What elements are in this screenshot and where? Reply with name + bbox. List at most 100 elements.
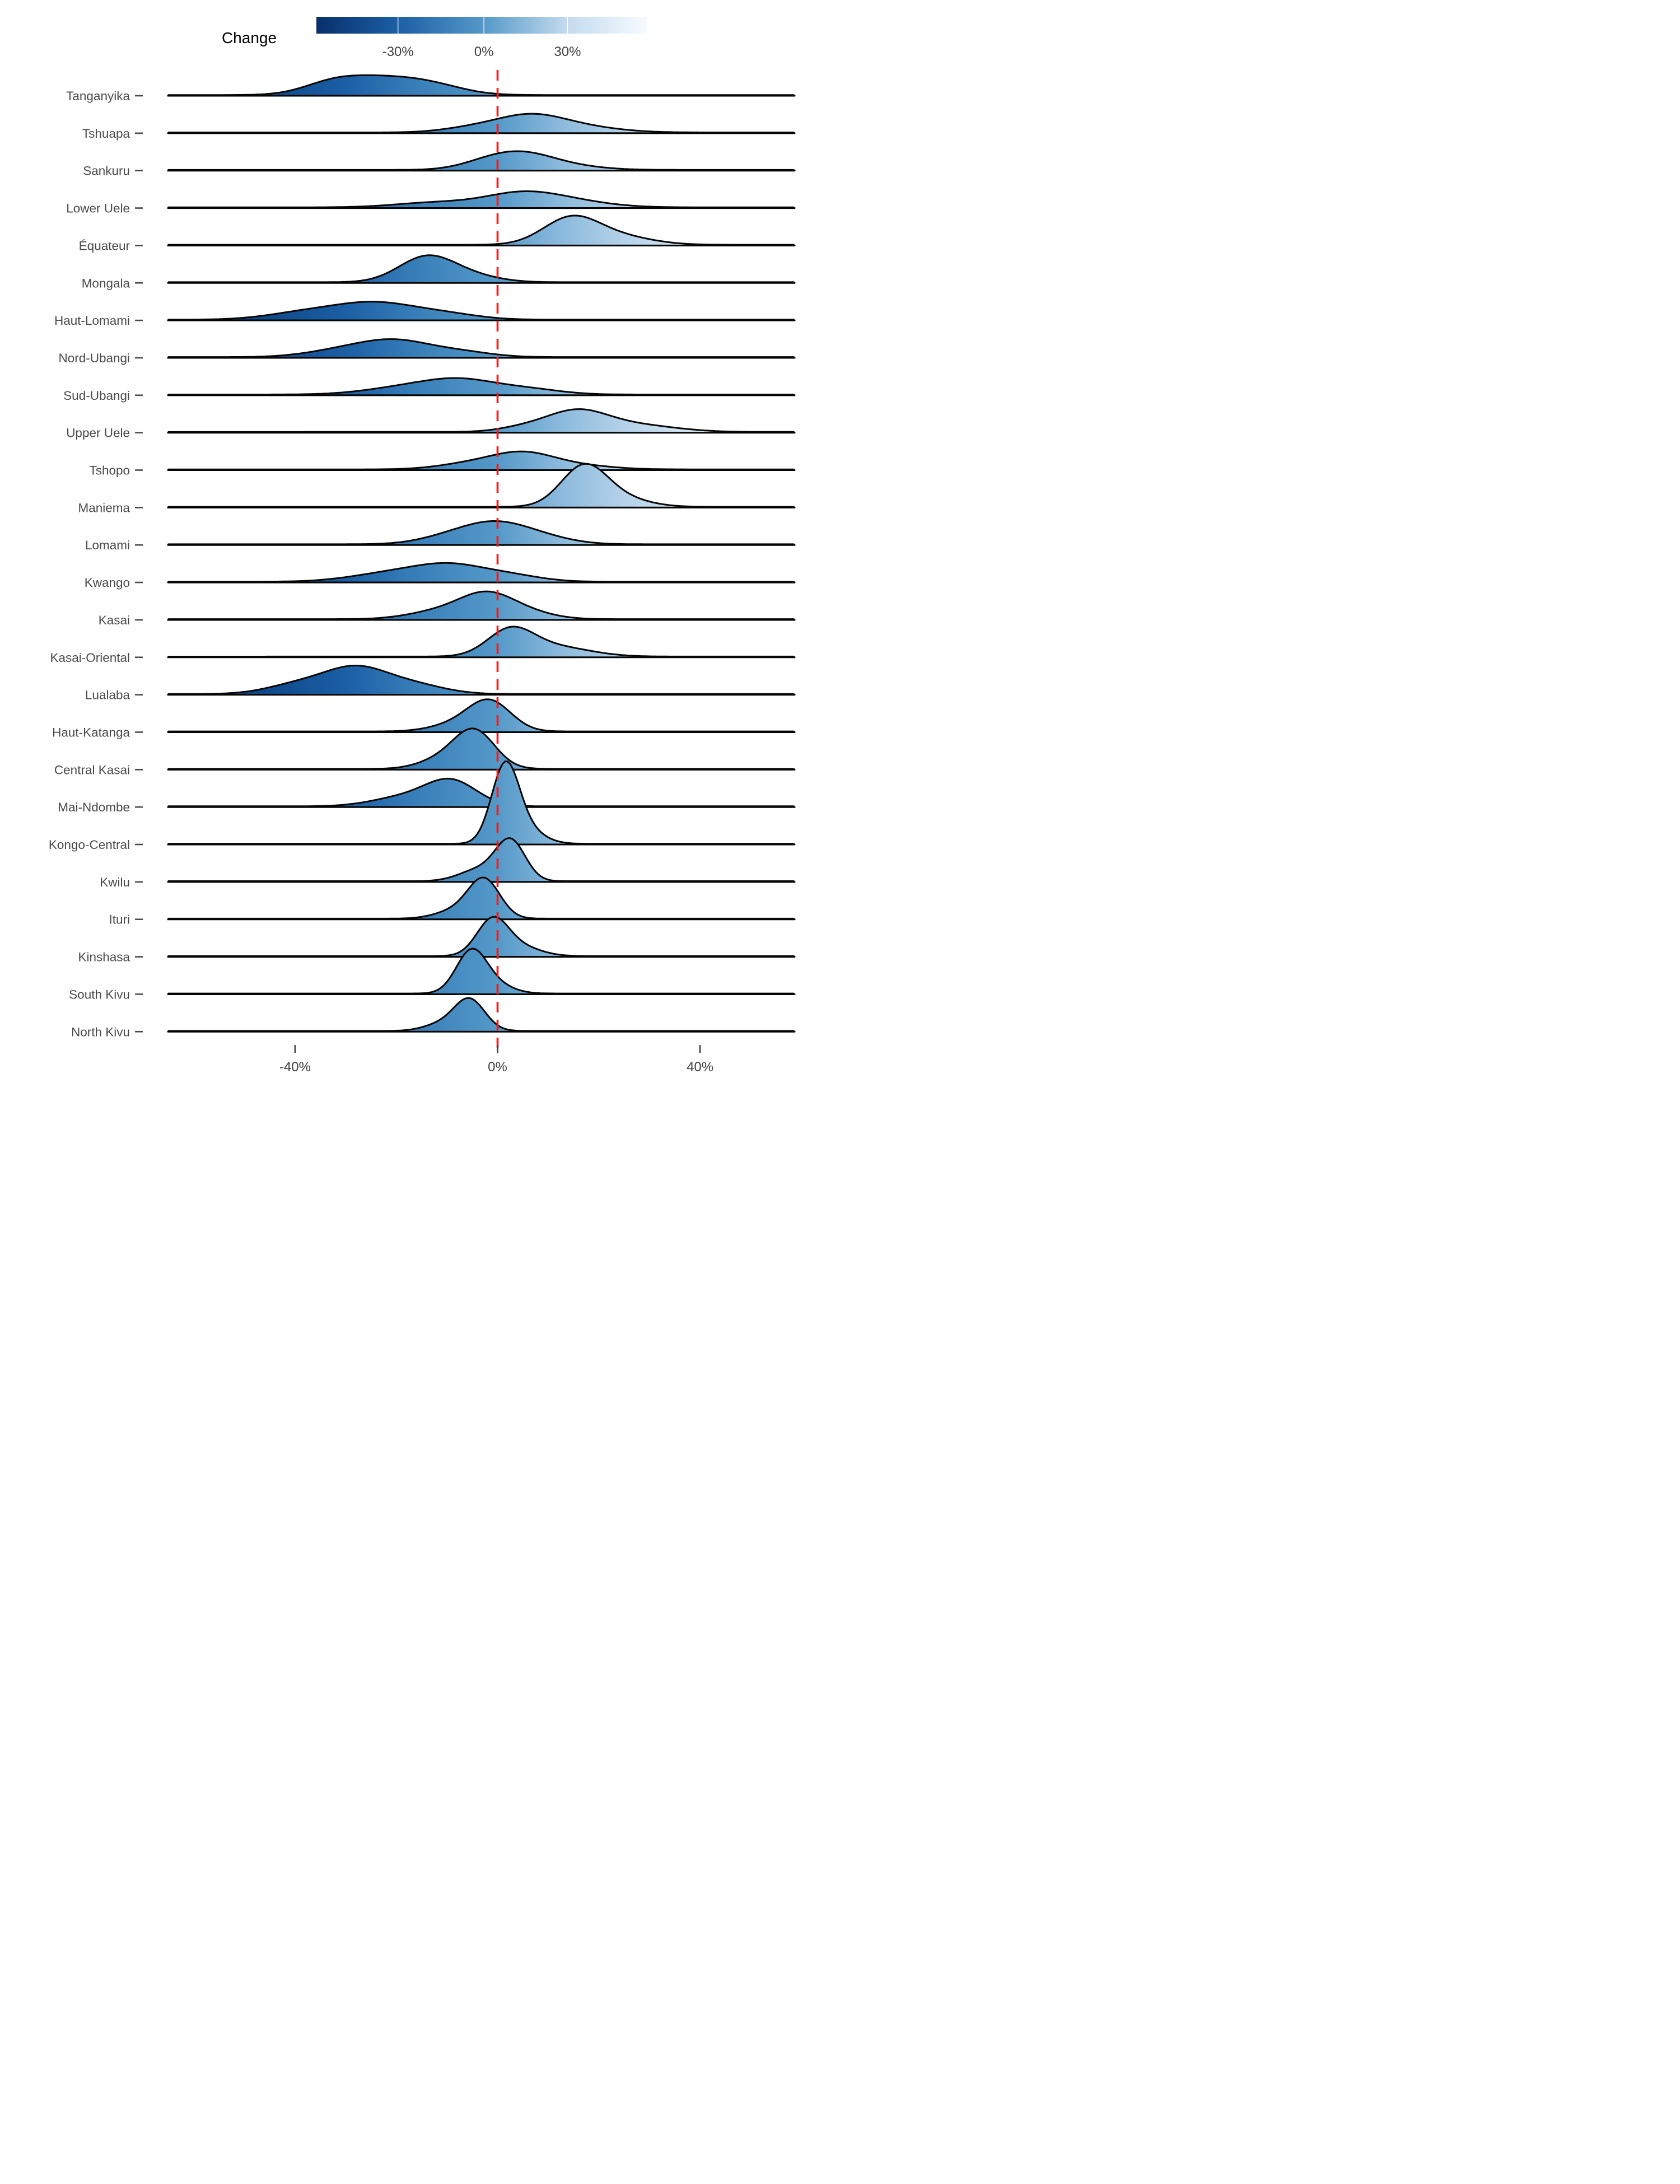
ridge-outline (167, 408, 795, 433)
ridge-row-ituri: Ituri (109, 876, 796, 927)
ridge-row-tshopo: Tshopo (89, 450, 796, 478)
ridge-row-tshuapa: Tshuapa (82, 113, 796, 141)
ridge-row-lower-uele: Lower Uele (66, 190, 796, 216)
legend-gradient-bar (316, 17, 647, 34)
legend-tick-label: 0% (474, 44, 494, 59)
row-label: Kasai-Oriental (50, 651, 130, 665)
ridge-area (168, 591, 794, 620)
row-label: Lower Uele (66, 202, 130, 216)
ridge-row-kasai-oriental: Kasai-Oriental (50, 626, 796, 665)
ridge-row-nord-ubangi: Nord-Ubangi (58, 338, 796, 365)
ridge-row-maniema: Maniema (78, 463, 796, 515)
ridge-area (168, 778, 794, 808)
ridge-row-haut-lomami: Haut-Lomami (54, 301, 796, 328)
row-label: Sud-Ubangi (63, 389, 130, 403)
ridge-area (168, 378, 794, 395)
ridge-area (168, 409, 794, 433)
row-label: Mongala (82, 276, 130, 290)
row-label: Upper Uele (66, 426, 130, 440)
ridge-row--quateur: Équateur (79, 214, 796, 253)
x-axis-tick-label: 0% (488, 1060, 507, 1075)
ridge-row-north-kivu: North Kivu (71, 997, 796, 1039)
ridge-row-lualaba: Lualaba (85, 665, 796, 702)
ridge-row-kasai: Kasai (99, 590, 796, 627)
ridge-outline (167, 876, 795, 920)
row-label: Tanganyika (66, 89, 130, 103)
ridge-outline (167, 463, 795, 508)
row-label: Kwilu (100, 875, 130, 889)
ridge-outline (167, 837, 795, 882)
legend: Change -30% 0% 30% (222, 17, 647, 59)
legend-title: Change (222, 29, 277, 46)
ridge-outline (167, 626, 795, 657)
ridge-outline (167, 150, 795, 171)
ridge-area (168, 339, 794, 358)
ridge-outline (167, 562, 795, 583)
ridge-row-sankuru: Sankuru (83, 150, 796, 178)
row-label: Lomami (85, 538, 130, 552)
ridge-area (168, 728, 794, 770)
ridge-row-mongala: Mongala (82, 254, 796, 290)
row-label: Kasai (99, 613, 130, 627)
ridge-area (168, 699, 794, 732)
x-axis-tick-label: 40% (687, 1060, 713, 1075)
ridge-outline (167, 214, 795, 246)
row-label: Nord-Ubangi (58, 351, 130, 365)
ridge-row-sud-ubangi: Sud-Ubangi (63, 377, 796, 403)
ridge-area (168, 216, 794, 246)
ridge-outline (167, 254, 795, 283)
ridge-area (168, 563, 794, 583)
ridge-outline (167, 190, 795, 208)
ridge-area (168, 451, 794, 470)
ridge-rows: Tanganyika Tshuapa Sankuru Lower Uele Équate… (49, 74, 796, 1039)
ridge-area (168, 114, 794, 133)
row-label: Maniema (78, 501, 130, 515)
row-label: Tshuapa (82, 127, 130, 141)
row-label: Tshopo (89, 464, 130, 478)
ridge-area (168, 521, 794, 545)
row-label: Équateur (79, 239, 130, 253)
ridge-area (168, 838, 794, 882)
ridge-row-kwango: Kwango (85, 562, 796, 590)
chart-svg: Change -30% 0% 30% Tanganyika Tshuapa Sankuru L… (0, 0, 840, 1092)
ridge-outline (167, 377, 795, 395)
ridge-outline (167, 301, 795, 321)
row-label: Sankuru (83, 164, 130, 178)
ridge-outline (167, 113, 795, 133)
ridge-outline (167, 777, 795, 808)
row-label: Mai-Ndombe (58, 800, 130, 814)
ridge-outline (167, 698, 795, 732)
ridge-area (168, 191, 794, 208)
row-label: Kinshasa (78, 950, 130, 964)
ridgeline-chart-page: Change -30% 0% 30% Tanganyika Tshuapa Sankuru L… (0, 0, 840, 1092)
row-label: North Kivu (71, 1025, 130, 1039)
legend-tick-label: -30% (382, 44, 414, 59)
row-label: Central Kasai (54, 763, 130, 777)
ridge-outline (167, 520, 795, 545)
row-label: South Kivu (69, 987, 130, 1001)
ridge-outline (167, 590, 795, 620)
ridge-area (168, 151, 794, 171)
chart-figure: Change -30% 0% 30% Tanganyika Tshuapa Sankuru L… (0, 0, 840, 1095)
row-label: Haut-Lomami (54, 314, 130, 328)
ridge-area (168, 877, 794, 920)
row-label: Lualaba (85, 688, 130, 702)
ridge-row-kinshasa: Kinshasa (78, 916, 796, 964)
row-label: Haut-Katanga (52, 725, 130, 739)
row-label: Kwango (85, 576, 130, 590)
ridge-area (168, 917, 794, 957)
ridge-outline (167, 74, 795, 96)
ridge-outline (167, 760, 795, 845)
ridge-area (168, 998, 794, 1032)
row-label: Ituri (109, 913, 130, 927)
ridge-outline (167, 338, 795, 358)
ridge-row-central-kasai: Central Kasai (54, 727, 796, 777)
legend-tick-label: 30% (554, 44, 581, 59)
ridge-area (168, 665, 794, 695)
ridge-row-kongo-central: Kongo-Central (49, 760, 796, 852)
ridge-area (168, 301, 794, 321)
ridge-outline (167, 727, 795, 770)
ridge-outline (167, 450, 795, 470)
ridge-row-mai-ndombe: Mai-Ndombe (58, 777, 796, 814)
chart-background (0, 0, 840, 1092)
